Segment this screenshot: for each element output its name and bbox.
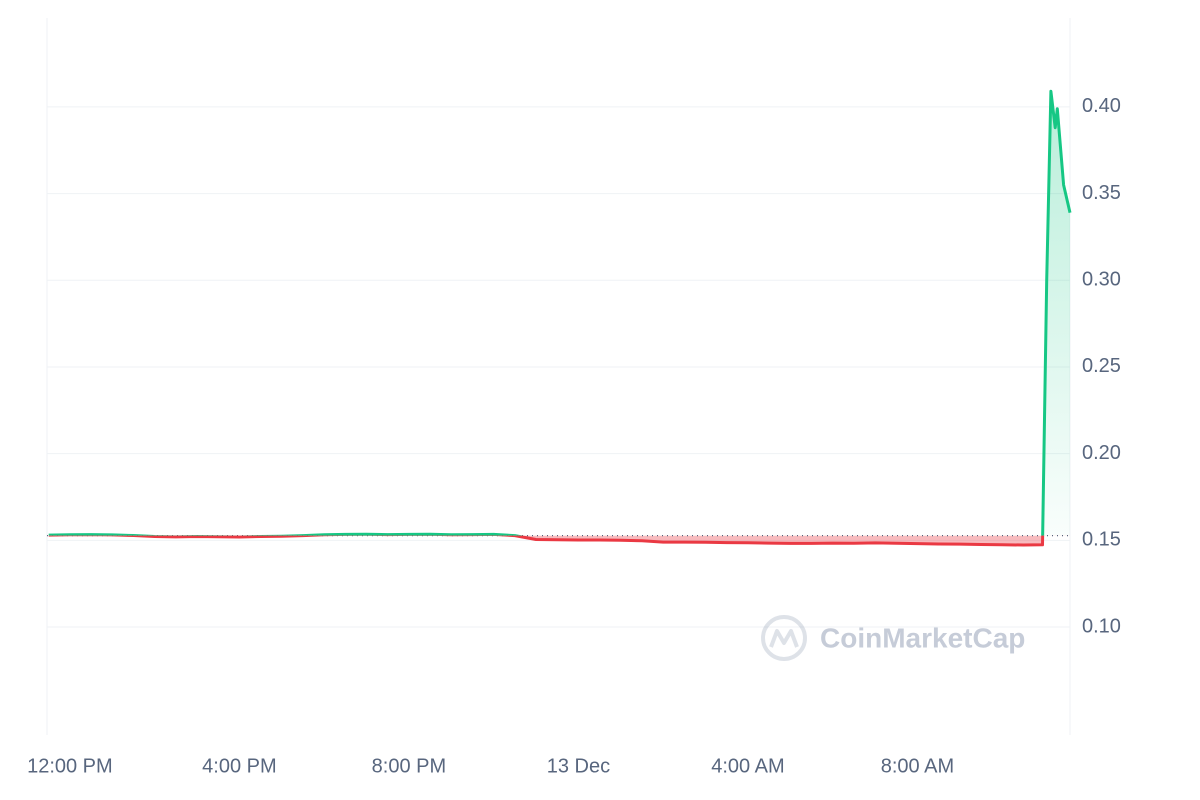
x-tick-label: 13 Dec <box>547 755 610 777</box>
x-tick-label: 4:00 PM <box>202 755 276 777</box>
y-tick-label: 0.25 <box>1082 355 1121 377</box>
x-tick-label: 12:00 PM <box>27 755 113 777</box>
x-tick-label: 8:00 AM <box>881 755 954 777</box>
watermark: CoinMarketCap <box>820 622 1025 653</box>
line-up <box>48 89 1072 536</box>
x-tick-label: 4:00 AM <box>711 755 784 777</box>
y-tick-label: 0.15 <box>1082 529 1121 551</box>
y-tick-label: 0.20 <box>1082 442 1121 464</box>
x-tick-label: 8:00 PM <box>372 755 446 777</box>
area-up <box>48 91 1070 536</box>
area-down <box>48 535 1070 545</box>
y-tick-label: 0.40 <box>1082 95 1121 117</box>
y-tick-label: 0.35 <box>1082 182 1121 204</box>
watermark-logo <box>761 615 807 661</box>
y-tick-label: 0.30 <box>1082 269 1121 291</box>
line-down <box>48 535 1045 547</box>
y-tick-label: 0.10 <box>1082 615 1121 637</box>
